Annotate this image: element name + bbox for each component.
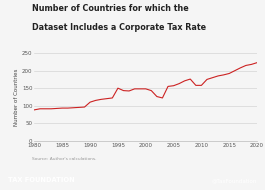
Text: Number of Countries for which the: Number of Countries for which the	[32, 4, 189, 13]
Text: TAX FOUNDATION: TAX FOUNDATION	[8, 177, 75, 184]
Text: Dataset Includes a Corporate Tax Rate: Dataset Includes a Corporate Tax Rate	[32, 23, 206, 32]
Text: Source: Author's calculations.: Source: Author's calculations.	[32, 158, 96, 162]
Y-axis label: Number of Countries: Number of Countries	[14, 68, 19, 126]
Text: @TaxFoundation: @TaxFoundation	[212, 178, 257, 183]
